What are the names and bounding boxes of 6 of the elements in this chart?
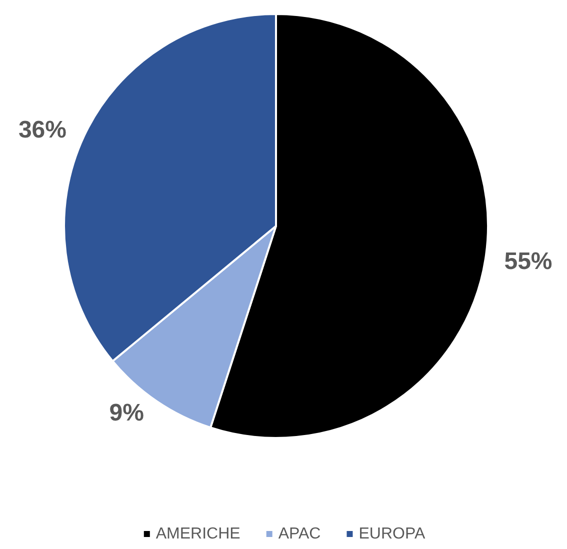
legend-label: APAC: [278, 526, 321, 542]
data-label: 9%: [109, 399, 144, 426]
data-label: 55%: [504, 248, 552, 275]
data-label: 36%: [18, 116, 67, 144]
legend-label: AMERICHE: [156, 526, 240, 542]
legend-label: EUROPA: [358, 526, 426, 542]
